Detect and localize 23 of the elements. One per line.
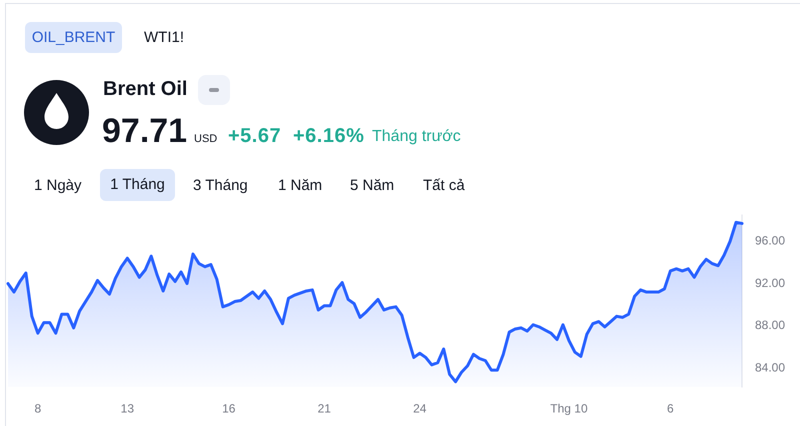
x-tick-label: 13 [120, 402, 134, 416]
chart-title: Brent Oil [103, 76, 188, 102]
text: WTI1! [144, 28, 184, 46]
x-tick-label: 6 [667, 402, 674, 416]
text: Tháng trước [372, 127, 461, 147]
x-tick-label: 8 [34, 402, 42, 416]
x-tick-label: 24 [413, 402, 427, 416]
y-tick-label: 84.00 [755, 360, 786, 374]
text: 5 Năm [350, 176, 394, 194]
x-tick-label: 16 [222, 402, 236, 416]
y-tick-label: 96.00 [755, 234, 786, 248]
text: 97.71 [102, 110, 188, 152]
text: 3 Tháng [193, 176, 248, 194]
y-tick-label: 88.00 [755, 318, 786, 332]
text: 1 Năm [278, 176, 322, 194]
text: USD [194, 132, 218, 146]
text: +5.67 [228, 124, 282, 148]
x-tick-label: 21 [318, 402, 332, 416]
text: +6.16% [293, 124, 364, 148]
y-tick-label: 92.00 [755, 276, 786, 290]
text: Tất cả [423, 176, 465, 194]
x-tick-label: Thg 10 [550, 402, 588, 416]
text: 1 Ngày [34, 176, 82, 194]
